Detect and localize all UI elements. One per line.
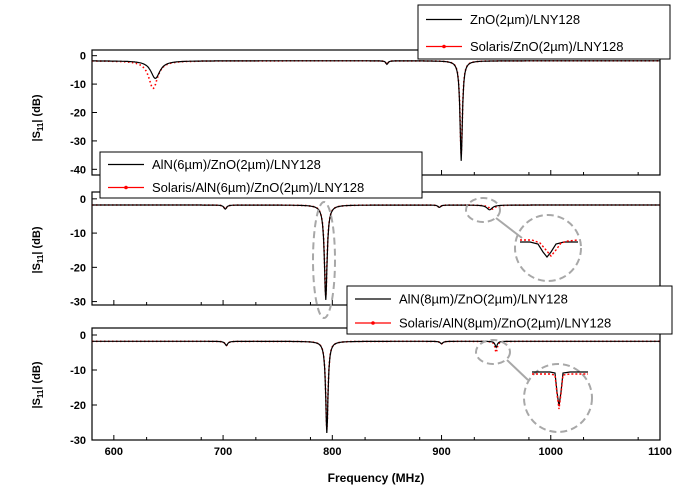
xtick-label: 600 [105,446,123,458]
series-black-line [92,204,660,300]
zoom2-red [520,239,579,258]
ytick-label: -20 [70,108,86,120]
series-black-line [92,340,660,434]
panel-1-ylabel-sub: 11 [36,122,45,131]
ytick-label: 0 [80,194,86,206]
panel-3-legend: AlN(8µm)/ZnO(2µm)/LNY128 Solaris/AlN(8µm)… [346,285,673,335]
legend-box [417,4,671,60]
legend-label: AlN(8µm)/ZnO(2µm)/LNY128 [399,292,568,307]
panel-3-ylabel-sub: 11 [36,389,45,398]
legend-label: Solaris/AlN(8µm)/ZnO(2µm)/LNY128 [399,316,611,331]
legend-box [99,151,423,199]
callout-panel2-peak [312,201,336,319]
series-red-line [92,59,660,156]
ytick-label: 0 [80,330,86,342]
callout-panel3-connector [506,359,529,381]
panel-3-ylabel: |S11| (dB) [31,361,45,408]
legend-marker [442,44,446,49]
series-red-line [92,340,660,430]
panel-2-ylabel-sub: 11 [36,254,45,263]
legend-label: Solaris/AlN(6µm)/ZnO(2µm)/LNY128 [152,180,364,195]
xtick-label: 800 [323,446,341,458]
panel-1-ylabel: |S11| (dB) [31,94,45,141]
xtick-label: 900 [432,446,450,458]
panel-2-legend: AlN(6µm)/ZnO(2µm)/LNY128 Solaris/AlN(6µm)… [99,151,423,199]
panel-3-frame [91,327,661,441]
zoom2-black [520,241,578,258]
legend-label: Solaris/ZnO(2µm)/LNY128 [470,39,623,54]
panel-1-zno: 0 -10 -20 -30 -40 ZnO(2µm)/LNY128 Solaris/ZnO(… [31,4,671,176]
ytick-label: -20 [70,400,86,412]
xtick-label: 1000 [539,446,563,458]
x-axis-title: Frequency (MHz) [328,471,425,485]
panel-1-plot-area: 0 -10 -20 -30 -40 ZnO(2µm)/LNY128 Solaris/ZnO(… [70,4,671,176]
series-red-line [92,204,660,297]
panel-2-plot-area: 0 -10 -20 -30 AlN(6µm)/ZnO(2µm)/LNY128 Solari… [70,151,661,309]
callout-panel2-zoom [514,214,582,282]
legend-marker [371,321,375,325]
callout-panel2-connector [495,217,523,239]
xtick-label: 1100 [648,446,672,458]
callout-panel2-small [465,197,501,223]
zoom3-red [532,373,588,410]
ytick-label: -40 [70,164,86,176]
callout-panel3-zoom [523,363,593,433]
ytick-label: -30 [70,136,86,148]
panel-2-aln6: 0 -10 -20 -30 AlN(6µm)/ZnO(2µm)/LNY128 Solari… [31,151,661,309]
ytick-label: -10 [70,365,86,377]
legend-marker [124,185,128,190]
legend-label: ZnO(2µm)/LNY128 [470,12,580,27]
ytick-label: -10 [70,79,86,91]
callout-panel3-small [475,339,511,365]
callout-annotations [312,197,593,433]
ytick-label: -20 [70,262,86,274]
ytick-label: 0 [80,51,86,63]
legend-box [346,285,673,335]
series-black-line [92,60,660,161]
legend-label: AlN(6µm)/ZnO(2µm)/LNY128 [152,157,321,172]
panel-3-plot-area: 0 -10 -20 -30 600 700 800 900 1000 1100 AlN(8µm)/Z… [70,285,673,458]
panel-2-ylabel: |S11| (dB) [31,226,45,273]
xtick-label: 700 [214,446,232,458]
ytick-label: -30 [70,435,86,447]
ytick-label: -10 [70,228,86,240]
panel-3-aln8: 0 -10 -20 -30 600 700 800 900 1000 1100 AlN(8µm)/Z… [31,285,673,458]
ytick-label: -30 [70,297,86,309]
panel-1-legend: ZnO(2µm)/LNY128 Solaris/ZnO(2µm)/LNY128 [417,4,671,60]
